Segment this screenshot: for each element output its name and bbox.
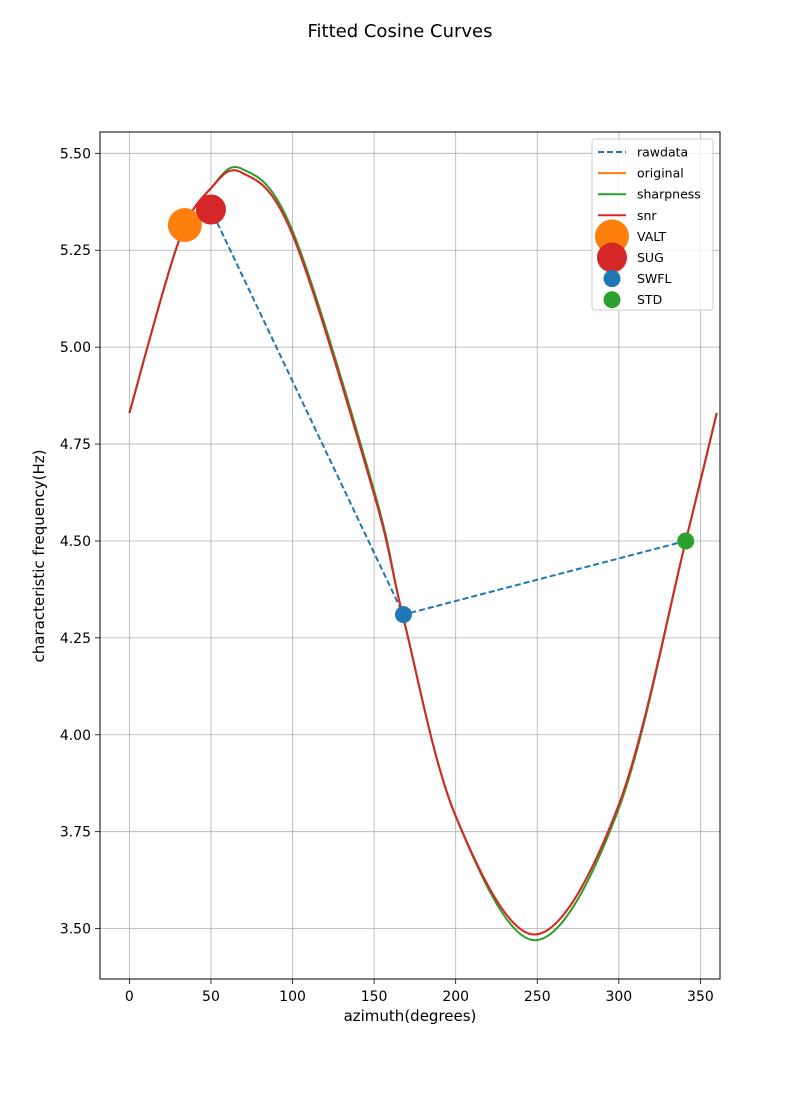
y-tick-label: 5.50 bbox=[60, 146, 91, 162]
data-point-valt bbox=[167, 208, 202, 243]
y-tick-label: 4.25 bbox=[60, 631, 91, 647]
y-tick-label: 3.50 bbox=[60, 922, 91, 938]
legend-marker-swfl bbox=[603, 270, 621, 288]
data-point-sug bbox=[195, 194, 226, 225]
legend-label-sug: SUG bbox=[637, 250, 664, 265]
series-line-rawdata bbox=[184, 208, 686, 616]
legend-marker-sug bbox=[597, 242, 627, 273]
y-tick-label: 4.50 bbox=[60, 534, 91, 550]
y-tick-label: 5.00 bbox=[60, 340, 91, 356]
y-axis-label: characteristic frequency(Hz) bbox=[30, 450, 48, 663]
x-axis-ticks: 0 50 100 150 200 250 300 350 bbox=[125, 979, 714, 1005]
legend: rawdata original sharpness snr VALT SUG SWFL ST… bbox=[591, 138, 714, 311]
x-axis-label: azimuth(degrees) bbox=[344, 1007, 477, 1025]
chart-title: Fitted Cosine Curves bbox=[307, 21, 492, 42]
x-tick-label: 350 bbox=[687, 989, 714, 1005]
grid bbox=[100, 132, 720, 979]
legend-label-std: STD bbox=[637, 292, 662, 307]
legend-label-snr: snr bbox=[637, 208, 657, 223]
legend-marker-valt bbox=[595, 219, 629, 254]
y-tick-label: 4.75 bbox=[60, 437, 91, 453]
legend-label-sharpness: sharpness bbox=[637, 187, 701, 202]
x-tick-label: 200 bbox=[442, 989, 469, 1005]
data-point-swfl bbox=[394, 606, 412, 624]
legend-label-rawdata: rawdata bbox=[637, 145, 688, 160]
x-tick-label: 100 bbox=[279, 989, 306, 1005]
legend-marker-std bbox=[603, 291, 621, 309]
y-axis-ticks: 3.50 3.75 4.00 4.25 4.50 4.75 5.00 5.25 5.50 bbox=[60, 146, 100, 938]
plot-area-frame bbox=[99, 131, 721, 980]
x-tick-label: 300 bbox=[605, 989, 632, 1005]
y-tick-label: 3.75 bbox=[60, 825, 91, 841]
x-tick-label: 50 bbox=[202, 989, 220, 1005]
x-tick-label: 150 bbox=[361, 989, 388, 1005]
data-markers bbox=[167, 194, 695, 624]
x-tick-label: 250 bbox=[524, 989, 551, 1005]
data-point-std bbox=[677, 532, 695, 550]
legend-label-original: original bbox=[637, 166, 684, 181]
legend-label-swfl: SWFL bbox=[637, 271, 671, 286]
legend-label-valt: VALT bbox=[637, 229, 667, 244]
y-tick-label: 5.25 bbox=[60, 243, 91, 259]
y-tick-label: 4.00 bbox=[60, 728, 91, 744]
x-tick-label: 0 bbox=[125, 989, 134, 1005]
